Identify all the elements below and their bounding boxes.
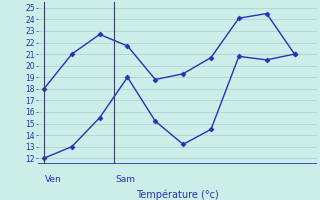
Text: Température (°c): Température (°c) xyxy=(136,189,219,200)
Text: Sam: Sam xyxy=(115,175,135,184)
Text: Ven: Ven xyxy=(45,175,62,184)
